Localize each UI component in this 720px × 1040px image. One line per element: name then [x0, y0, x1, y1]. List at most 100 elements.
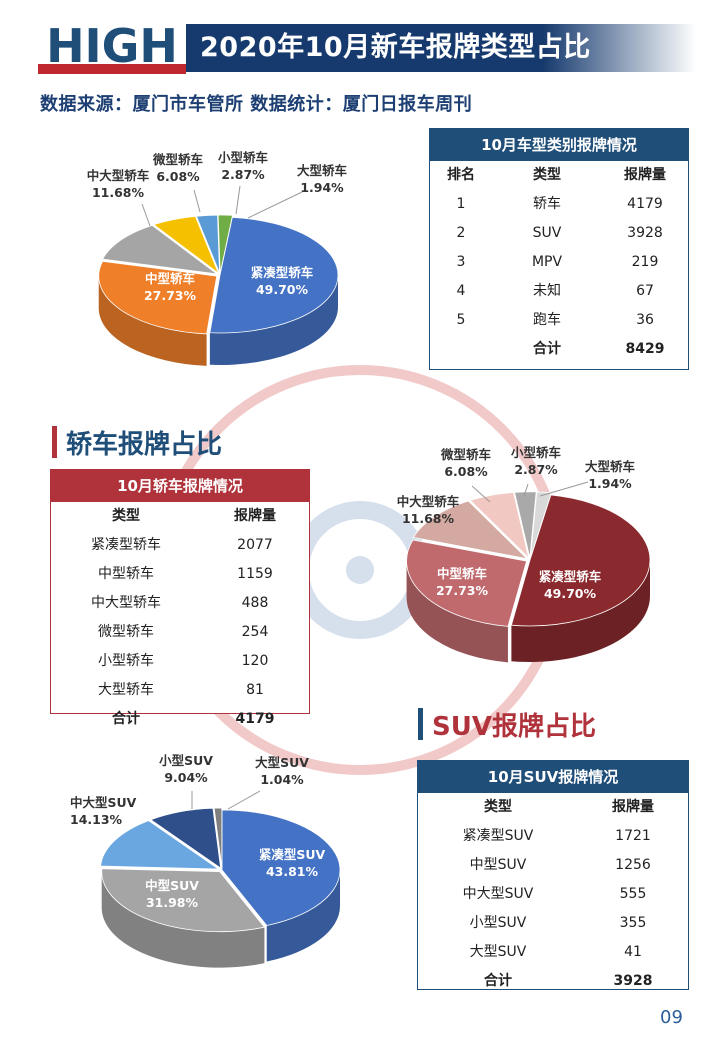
suv-table-title: 10月SUV报牌情况: [418, 761, 688, 793]
total-label: 合计: [112, 711, 140, 727]
type-table-cell: 5: [456, 312, 466, 328]
suv-share-pie-chart: 紧凑型SUV 43.81% 中型SUV 31.98% 中大型SUV 14.13% 小型SUV…: [70, 753, 341, 968]
high-logo: HIGH: [38, 18, 186, 74]
data-source: 数据来源：厦门市车管所 数据统计：厦门日报车周刊: [40, 94, 473, 115]
suv-table-cell: 355: [619, 915, 647, 931]
type-table-cell: 36: [636, 312, 654, 328]
sedan-table-cell: 紧凑型轿车: [91, 537, 161, 553]
leader-line: [141, 203, 151, 227]
type-table-cell: 未知: [533, 283, 561, 299]
sedan-table-cell: 2077: [237, 537, 273, 553]
slice-label: 微型轿车: [440, 447, 492, 462]
total-value: 3928: [613, 973, 653, 989]
slice-label: 小型轿车: [510, 445, 562, 460]
sedan-table-cell: 488: [241, 595, 269, 611]
suv-table-row: 中大型SUV 555: [418, 880, 688, 909]
slice-value-label: 49.70%: [256, 282, 309, 297]
total-value: 8429: [625, 341, 665, 357]
sedan-table-row: 大型轿车 81: [51, 676, 309, 705]
suv-section-title: SUV报牌占比: [432, 712, 596, 742]
pie-slice: [510, 494, 651, 627]
slice-value-label: 11.68%: [92, 185, 145, 200]
type-table-cell: 1: [456, 196, 466, 212]
slice-value-label: 9.04%: [164, 770, 208, 785]
slice-label: 小型轿车: [217, 150, 269, 165]
suv-table-total: 合计 3928: [418, 967, 688, 996]
pie-slice: [217, 214, 233, 274]
sedan-table-cell: 中大型轿车: [91, 595, 161, 611]
slice-value-label: 2.87%: [221, 167, 265, 182]
slice-value-label: 2.87%: [514, 462, 558, 477]
type-table-cell: 3928: [627, 225, 663, 241]
header-type: 类型: [112, 508, 140, 524]
slice-value-label: 49.70%: [544, 586, 597, 601]
slice-label: 紧凑型SUV: [259, 847, 326, 862]
page-number: 09: [660, 1007, 683, 1028]
leader-line: [235, 185, 241, 215]
suv-table-cell: 中型SUV: [469, 857, 527, 873]
pie-slice-side: [511, 560, 650, 662]
total-value: 4179: [235, 711, 275, 727]
sedan-table-cell: 81: [246, 682, 264, 698]
leader-line: [193, 189, 201, 213]
slice-label: 微型轿车: [152, 152, 204, 167]
type-table-header: 排名 类型 报牌量: [430, 161, 688, 190]
sedan-section-title: 轿车报牌占比: [66, 430, 223, 460]
sedan-table-title: 10月轿车报牌情况: [51, 470, 309, 502]
leader-line: [227, 790, 261, 810]
sedan-table-row: 小型轿车 120: [51, 647, 309, 676]
header-count: 报牌量: [624, 167, 666, 183]
pie-slice: [195, 214, 220, 274]
type-table-cell: 4: [456, 283, 466, 299]
pie-slice: [153, 215, 220, 275]
pie-slice: [102, 224, 219, 275]
pie-slice: [221, 809, 341, 926]
pie-slice: [412, 500, 529, 560]
suv-table-cell: 大型SUV: [469, 944, 527, 960]
slice-value-label: 1.04%: [260, 772, 304, 787]
sedan-table-cell: 1159: [237, 566, 273, 582]
type-table-row: 4 未知 67: [430, 277, 688, 306]
type-table-cell: SUV: [532, 225, 562, 241]
slice-value-label: 11.68%: [402, 511, 455, 526]
suv-table-cell: 1256: [615, 857, 651, 873]
pie-slice: [149, 807, 222, 869]
sedan-table-row: 紧凑型轿车 2077: [51, 531, 309, 560]
page-title: 2020年10月新车报牌类型占比: [200, 32, 591, 63]
type-table: 10月车型类别报牌情况 排名 类型 报牌量 1 轿车 4179 2 SUV 3928 3 MP…: [429, 128, 689, 370]
slice-label: 大型轿车: [297, 163, 348, 178]
pie-slice: [469, 492, 530, 560]
header-count: 报牌量: [234, 508, 276, 524]
slice-label: 紧凑型轿车: [251, 265, 314, 280]
slice-value-label: 27.73%: [144, 288, 197, 303]
type-table-row: 3 MPV 219: [430, 248, 688, 277]
slice-label: 中型轿车: [437, 566, 488, 581]
slice-value-label: 1.94%: [300, 180, 344, 195]
sedan-table: 10月轿车报牌情况 类型 报牌量 紧凑型轿车 2077 中型轿车 1159 中大型轿车 4…: [50, 469, 310, 727]
pie-slice: [406, 539, 528, 627]
sedan-share-pie-chart-1: 紧凑型轿车 49.70% 中型轿车 27.73% 中大型轿车 11.68% 微型轿车 6.08…: [87, 150, 348, 366]
total-label: 合计: [533, 341, 561, 357]
slice-label: 大型SUV: [255, 755, 309, 770]
type-table-total: 合计 8429: [430, 335, 688, 364]
pie-slice: [100, 820, 220, 870]
sedan-table-total: 合计 4179: [51, 705, 309, 734]
header-count: 报牌量: [612, 799, 654, 815]
slice-label: 紧凑型轿车: [539, 569, 602, 584]
type-table-cell: 2: [456, 225, 466, 241]
sedan-table-cell: 120: [241, 653, 269, 669]
title-band: [186, 24, 696, 72]
suv-table-cell: 555: [619, 886, 647, 902]
slice-value-label: 6.08%: [156, 169, 200, 184]
suv-table-cell: 1721: [615, 828, 651, 844]
pie-slice-side: [98, 276, 207, 366]
header-type: 类型: [533, 167, 561, 183]
pie-slice-side: [209, 275, 338, 365]
type-table-row: 2 SUV 3928: [430, 219, 688, 248]
suv-table-cell: 小型SUV: [469, 915, 527, 931]
slice-label: 中型轿车: [145, 271, 196, 286]
type-table-cell: MPV: [531, 254, 563, 270]
total-label: 合计: [484, 973, 512, 989]
suv-table-header: 类型 报牌量: [418, 793, 688, 822]
sedan-table-cell: 中型轿车: [98, 566, 154, 582]
